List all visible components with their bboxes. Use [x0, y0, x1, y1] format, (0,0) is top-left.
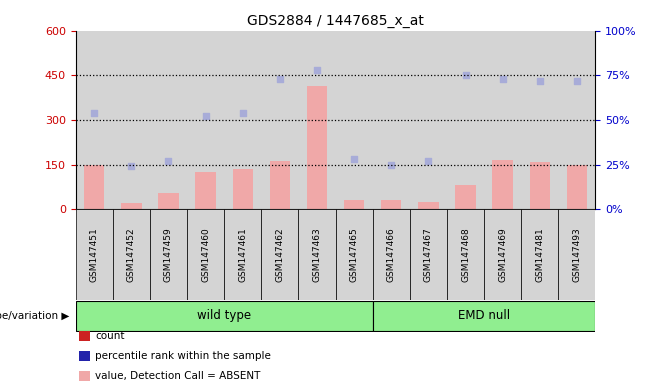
- Bar: [195, 172, 216, 209]
- Point: [89, 110, 99, 116]
- Bar: [224, 209, 261, 300]
- Bar: [270, 161, 290, 209]
- Bar: [372, 31, 410, 209]
- Bar: [410, 209, 447, 300]
- Text: GSM147460: GSM147460: [201, 227, 210, 282]
- Text: GSM147462: GSM147462: [276, 227, 284, 282]
- Text: genotype/variation ▶: genotype/variation ▶: [0, 311, 69, 321]
- Text: GSM147493: GSM147493: [572, 227, 582, 282]
- Point: [274, 76, 285, 82]
- Bar: [559, 209, 595, 300]
- Bar: [447, 209, 484, 300]
- Point: [423, 158, 434, 164]
- Text: GSM147452: GSM147452: [127, 227, 136, 282]
- Bar: [410, 31, 447, 209]
- Bar: [224, 31, 261, 209]
- Text: percentile rank within the sample: percentile rank within the sample: [95, 351, 271, 361]
- Text: count: count: [95, 331, 125, 341]
- Point: [200, 113, 211, 119]
- Bar: [521, 209, 559, 300]
- Bar: [381, 200, 401, 209]
- Text: EMD null: EMD null: [458, 310, 510, 322]
- Text: GSM147467: GSM147467: [424, 227, 433, 282]
- Bar: [372, 301, 595, 331]
- Bar: [84, 165, 105, 209]
- Bar: [521, 31, 559, 209]
- Point: [238, 110, 248, 116]
- Bar: [484, 209, 521, 300]
- Point: [163, 158, 174, 164]
- Bar: [76, 31, 113, 209]
- Point: [461, 72, 471, 78]
- Bar: [113, 209, 150, 300]
- Bar: [113, 31, 150, 209]
- Bar: [336, 31, 372, 209]
- Bar: [344, 200, 365, 209]
- Text: GSM147463: GSM147463: [313, 227, 322, 282]
- Point: [386, 162, 397, 168]
- Text: wild type: wild type: [197, 310, 251, 322]
- Point: [126, 163, 137, 169]
- Bar: [559, 31, 595, 209]
- Text: GSM147469: GSM147469: [498, 227, 507, 282]
- Bar: [76, 301, 372, 331]
- Bar: [299, 209, 336, 300]
- Bar: [261, 31, 299, 209]
- Bar: [567, 165, 587, 209]
- Text: GSM147466: GSM147466: [387, 227, 395, 282]
- Bar: [187, 209, 224, 300]
- Bar: [150, 31, 187, 209]
- Text: GSM147451: GSM147451: [89, 227, 99, 282]
- Bar: [372, 209, 410, 300]
- Point: [497, 76, 508, 82]
- Bar: [455, 185, 476, 209]
- Title: GDS2884 / 1447685_x_at: GDS2884 / 1447685_x_at: [247, 14, 424, 28]
- Bar: [121, 204, 141, 209]
- Bar: [232, 169, 253, 209]
- Bar: [447, 31, 484, 209]
- Text: GSM147459: GSM147459: [164, 227, 173, 282]
- Bar: [159, 193, 179, 209]
- Bar: [530, 162, 550, 209]
- Text: GSM147468: GSM147468: [461, 227, 470, 282]
- Point: [312, 67, 322, 73]
- Bar: [187, 31, 224, 209]
- Point: [572, 78, 582, 84]
- Bar: [76, 209, 113, 300]
- Text: GSM147461: GSM147461: [238, 227, 247, 282]
- Bar: [307, 86, 327, 209]
- Bar: [299, 31, 336, 209]
- Text: GSM147465: GSM147465: [349, 227, 359, 282]
- Bar: [484, 31, 521, 209]
- Bar: [336, 209, 372, 300]
- Point: [349, 156, 359, 162]
- Bar: [150, 209, 187, 300]
- Bar: [492, 160, 513, 209]
- Point: [534, 78, 545, 84]
- Text: value, Detection Call = ABSENT: value, Detection Call = ABSENT: [95, 371, 261, 381]
- Text: GSM147481: GSM147481: [536, 227, 544, 282]
- Bar: [418, 202, 439, 209]
- Bar: [261, 209, 299, 300]
